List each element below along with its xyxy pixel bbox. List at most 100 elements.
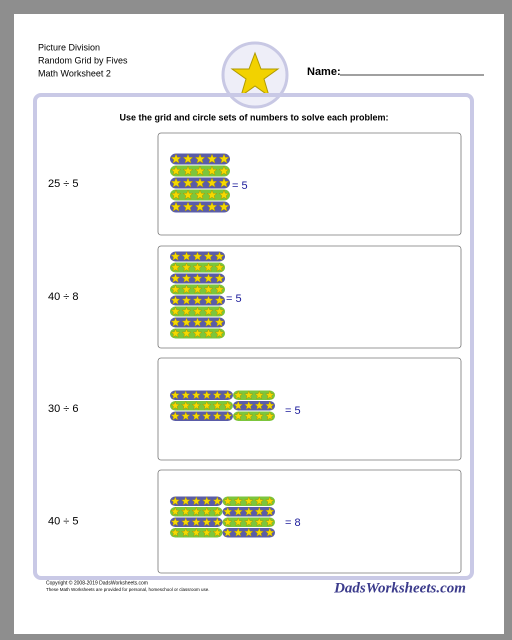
star	[181, 284, 192, 294]
star	[192, 251, 203, 261]
star	[170, 153, 182, 164]
star	[233, 527, 243, 537]
star	[202, 411, 212, 421]
star	[170, 177, 182, 188]
star	[181, 390, 191, 400]
star	[265, 506, 275, 516]
star	[212, 527, 222, 537]
group-band	[170, 411, 233, 421]
star	[170, 201, 182, 212]
star	[203, 317, 214, 327]
problem-box	[157, 132, 462, 236]
star	[170, 251, 181, 261]
star	[244, 390, 254, 400]
star	[212, 390, 222, 400]
problem-answer: = 5	[226, 293, 242, 305]
star	[265, 411, 275, 421]
group-band	[233, 390, 275, 400]
star	[170, 506, 180, 516]
star	[233, 496, 243, 506]
star	[265, 496, 275, 506]
star	[170, 328, 181, 338]
star	[223, 390, 233, 400]
star	[191, 527, 201, 537]
group-band	[170, 401, 233, 411]
instructions: Use the grid and circle sets of numbers …	[119, 112, 388, 122]
problem-expression: 25 ÷ 5	[48, 178, 79, 190]
star	[214, 284, 225, 294]
header-line: Picture Division	[38, 42, 100, 52]
star	[203, 284, 214, 294]
star	[203, 295, 214, 305]
star	[214, 273, 225, 283]
star	[192, 262, 203, 272]
group-band	[233, 401, 275, 411]
star	[170, 317, 181, 327]
star	[254, 527, 264, 537]
star	[170, 273, 181, 283]
star	[254, 506, 264, 516]
star	[214, 306, 225, 316]
star	[181, 295, 192, 305]
star	[192, 328, 203, 338]
star	[265, 390, 275, 400]
star	[206, 201, 218, 212]
star	[181, 317, 192, 327]
problem-box	[157, 245, 462, 349]
star	[182, 165, 194, 176]
star	[194, 201, 206, 212]
star	[244, 496, 254, 506]
star	[203, 328, 214, 338]
star	[202, 496, 212, 506]
star	[191, 496, 201, 506]
star	[212, 411, 222, 421]
star	[191, 400, 201, 410]
problem-expression: 30 ÷ 6	[48, 403, 79, 415]
star	[265, 527, 275, 537]
star	[218, 189, 230, 200]
star	[244, 506, 254, 516]
star	[212, 506, 222, 516]
star	[212, 517, 222, 527]
star	[181, 328, 192, 338]
star	[170, 400, 180, 410]
star	[233, 506, 243, 516]
star	[194, 153, 206, 164]
star	[181, 517, 191, 527]
star	[192, 284, 203, 294]
star	[181, 273, 192, 283]
group-band	[233, 411, 275, 421]
problem-box	[157, 357, 462, 461]
star	[244, 400, 254, 410]
star	[194, 189, 206, 200]
star	[203, 251, 214, 261]
star	[265, 517, 275, 527]
star	[244, 517, 254, 527]
problems: 25 ÷ 5 = 5 40 ÷ 8 = 5 30 ÷ 6 = 5 40 ÷ 5 = 8	[48, 132, 462, 574]
star	[223, 506, 233, 516]
star	[223, 527, 233, 537]
star	[202, 400, 212, 410]
star	[191, 390, 201, 400]
star	[192, 295, 203, 305]
star	[181, 262, 192, 272]
star	[254, 390, 264, 400]
star	[191, 517, 201, 527]
star	[181, 496, 191, 506]
group-band	[170, 390, 233, 400]
star	[170, 262, 181, 272]
header-line: Math Worksheet 2	[38, 68, 111, 78]
star	[192, 317, 203, 327]
name-label: Name:	[307, 66, 341, 78]
star	[254, 400, 264, 410]
star	[192, 306, 203, 316]
star	[212, 496, 222, 506]
star	[170, 411, 180, 421]
star	[218, 153, 230, 164]
star	[214, 251, 225, 261]
star	[170, 165, 182, 176]
star	[223, 496, 233, 506]
star	[191, 411, 201, 421]
